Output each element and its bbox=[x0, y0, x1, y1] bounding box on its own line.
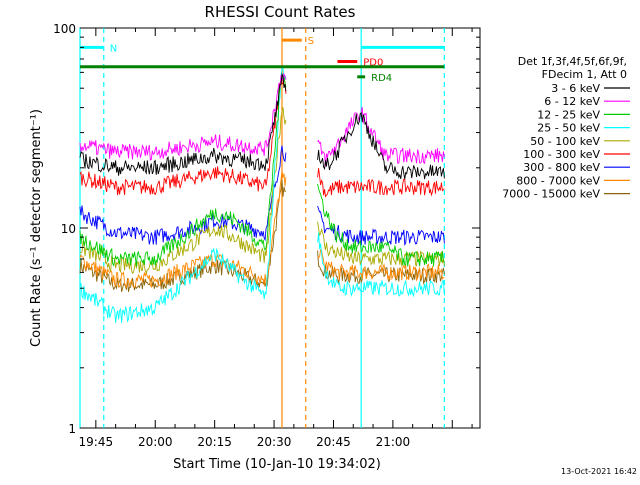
legend-label-0: 3 - 6 keV bbox=[551, 82, 600, 95]
annotation-label-0: N bbox=[110, 43, 117, 54]
series-line-6 bbox=[79, 145, 445, 246]
legend-label-6: 300 - 800 keV bbox=[523, 161, 600, 174]
x-tick-label-1: 20:00 bbox=[138, 435, 173, 449]
legend-label-1: 6 - 12 keV bbox=[544, 95, 600, 108]
y-tick-label-0: 1 bbox=[68, 422, 76, 436]
x-axis: 19:45 20:00 20:15 20:30 20:45 21:00 bbox=[79, 28, 473, 449]
x-tick-label-2: 20:15 bbox=[197, 435, 232, 449]
annotation-label-4: RD4 bbox=[371, 73, 392, 84]
annotation-label-3: PD0 bbox=[363, 57, 383, 68]
annotation-label-2: S bbox=[308, 36, 314, 47]
legend-label-3: 25 - 50 keV bbox=[537, 122, 600, 135]
y-axis: 1 10 100 bbox=[53, 22, 480, 436]
legend-label-4: 50 - 100 keV bbox=[530, 135, 600, 148]
x-axis-label: Start Time (10-Jan-10 19:34:02) bbox=[173, 457, 381, 472]
series-line-7 bbox=[79, 170, 445, 289]
series-line-8 bbox=[79, 179, 445, 293]
x-tick-label-3: 20:30 bbox=[257, 435, 292, 449]
series-layer bbox=[79, 66, 445, 324]
series-line-4 bbox=[80, 107, 445, 275]
series-line-1 bbox=[79, 72, 445, 167]
annotation-bars: N S PD0 RD4 bbox=[80, 36, 445, 84]
chart-title: RHESSI Count Rates bbox=[205, 3, 356, 21]
y-tick-label-1: 10 bbox=[61, 222, 76, 236]
legend: Det 1f,3f,4f,5f,6f,9f, FDecim 1, Att 0 3… bbox=[502, 55, 630, 201]
legend-header-line-1: Det 1f,3f,4f,5f,6f,9f, bbox=[518, 55, 627, 68]
legend-header-line-2: FDecim 1, Att 0 bbox=[542, 68, 627, 81]
series-line-3 bbox=[79, 66, 445, 324]
series-line-2 bbox=[79, 76, 445, 267]
legend-label-2: 12 - 25 keV bbox=[537, 108, 600, 121]
legend-label-7: 800 - 7000 keV bbox=[516, 174, 600, 187]
x-tick-label-5: 21:00 bbox=[376, 435, 411, 449]
legend-label-8: 7000 - 15000 keV bbox=[502, 188, 600, 201]
y-tick-label-2: 100 bbox=[53, 22, 76, 36]
series-line-0 bbox=[79, 72, 445, 180]
y-axis-label: Count Rate (s⁻¹ detector segment⁻¹) bbox=[29, 109, 44, 347]
legend-label-5: 100 - 300 keV bbox=[523, 148, 600, 161]
series-line-5 bbox=[79, 77, 445, 198]
x-tick-label-0: 19:45 bbox=[79, 435, 114, 449]
vertical-markers bbox=[79, 28, 445, 428]
x-tick-label-4: 20:45 bbox=[316, 435, 351, 449]
timestamp: 13-Oct-2021 16:42 bbox=[561, 467, 637, 476]
